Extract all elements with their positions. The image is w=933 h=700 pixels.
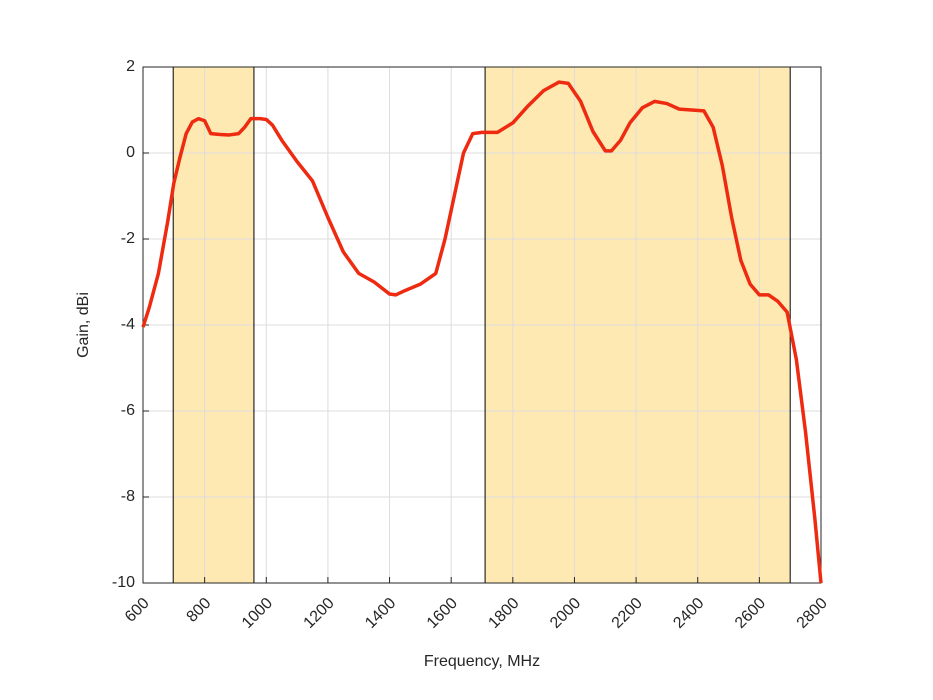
y-tick-label: 2 [126, 58, 135, 75]
x-tick-label: 1400 [362, 595, 399, 632]
x-tick-label: 800 [184, 595, 215, 626]
x-tick-label: 2200 [609, 595, 646, 632]
y-tick-label: -4 [121, 316, 135, 333]
y-tick-label: -2 [121, 230, 135, 247]
x-axis-label: Frequency, MHz [424, 653, 540, 670]
x-tick-label: 2000 [547, 595, 584, 632]
x-tick-label: 2400 [670, 595, 707, 632]
x-tick-label: 2800 [794, 595, 831, 632]
x-tick-label: 600 [122, 595, 153, 626]
y-tick-label: 0 [126, 144, 135, 161]
y-tick-label: -6 [121, 402, 135, 419]
x-tick-label: 1600 [424, 595, 461, 632]
x-tick-label: 1200 [301, 595, 338, 632]
x-tick-label: 1000 [239, 595, 276, 632]
y-tick-label: -10 [112, 574, 135, 591]
y-axis-label: Gain, dBi [75, 292, 92, 358]
y-tick-label: -8 [121, 488, 135, 505]
line [141, 80, 823, 584]
x-tick-label: 2600 [732, 595, 769, 632]
x-tick-label: 1800 [485, 595, 522, 632]
